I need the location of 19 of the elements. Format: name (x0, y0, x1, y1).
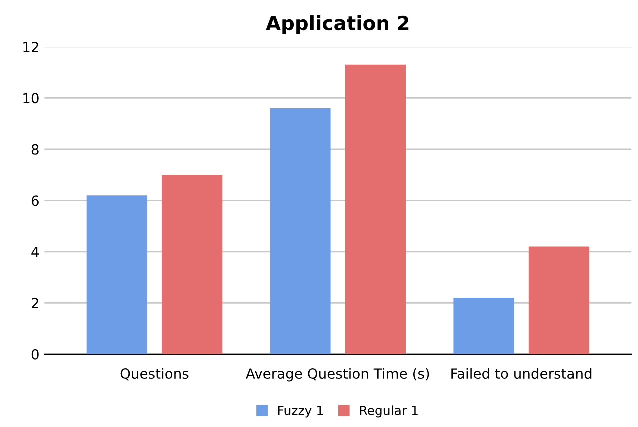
bar (528, 246, 590, 354)
bar (345, 64, 406, 354)
y-tick-label: 2 (32, 298, 38, 308)
y-tick-label: 0 (32, 349, 39, 360)
y-tick-label: 6 (32, 196, 39, 206)
bar (86, 196, 148, 354)
y-tick-label: 8 (32, 144, 39, 155)
bar (454, 298, 514, 354)
y-tick-label: 4 (32, 247, 40, 258)
x-tick-label: Average Question Time (s) (246, 368, 430, 382)
y-tick-label: 12 (24, 42, 38, 52)
chart-title: Application 2 (266, 16, 409, 34)
bar (162, 175, 223, 354)
y-tick-label: 10 (24, 93, 39, 104)
legend-label: Regular 1 (360, 406, 418, 418)
legend-label: Fuzzy 1 (278, 406, 323, 418)
x-tick-label: Failed to understand (452, 368, 592, 380)
x-tick-label: Questions (120, 368, 189, 381)
bar (270, 108, 331, 354)
